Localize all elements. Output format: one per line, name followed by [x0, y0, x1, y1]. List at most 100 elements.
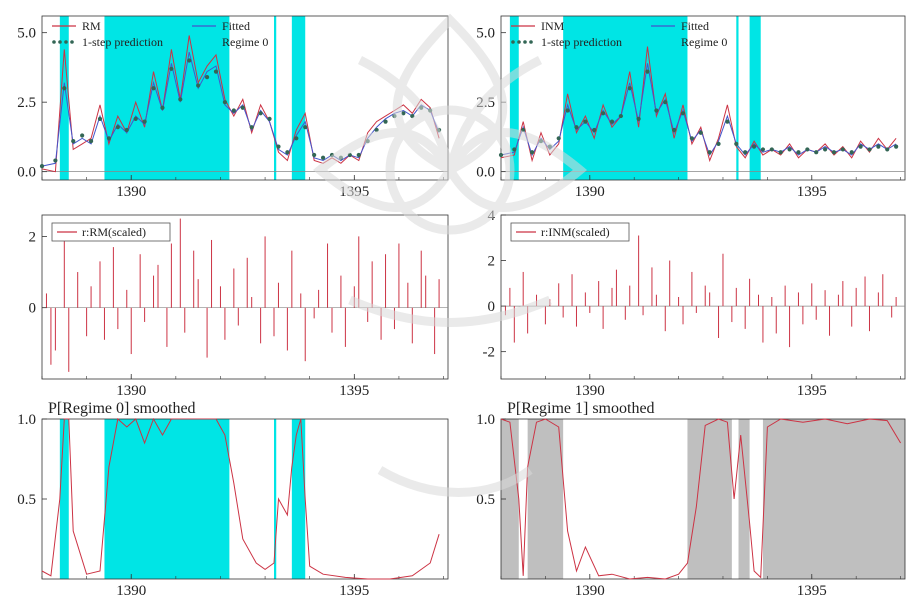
prediction-point [347, 152, 352, 158]
legend-label: r:RM(scaled) [82, 225, 146, 239]
prediction-point [716, 141, 721, 146]
prediction-point [62, 86, 67, 91]
legend-label: Fitted [681, 19, 709, 33]
prediction-point [133, 116, 138, 121]
prediction-point [654, 108, 659, 113]
prediction-point [213, 69, 219, 74]
regime-band [274, 16, 277, 180]
legend-swatch [517, 40, 521, 44]
x-tick-label: 1390 [116, 583, 146, 599]
legend-label: RM [82, 19, 101, 33]
chart-rm_fit: 0.0 2.5 5.0 1390 1395 RM Fitted 1-step predicti… [17, 15, 449, 200]
series-line-fitted [500, 63, 897, 157]
prediction-point [294, 136, 299, 141]
probability-line [41, 417, 440, 580]
prediction-point [71, 138, 76, 144]
x-tick-label: 1395 [339, 583, 369, 599]
x-tick-label: 1395 [339, 383, 369, 399]
legend-label: 1-step prediction [82, 35, 163, 49]
prediction-point [88, 138, 94, 144]
prediction-point [53, 158, 58, 163]
x-tick-label: 1390 [116, 383, 146, 399]
legend-label: Regime 0 [222, 35, 268, 49]
y-tick-label: 2 [29, 229, 37, 245]
prediction-point [383, 119, 388, 124]
chart-rm_resid: 0 2 1390 1395 r:RM(scaled) [29, 214, 449, 399]
prediction-point [636, 116, 641, 121]
prediction-point [787, 147, 792, 152]
y-tick-label: 2 [488, 254, 496, 270]
prediction-point [231, 108, 236, 113]
regime-band [291, 16, 306, 180]
regime-band [274, 419, 277, 579]
prediction-point [276, 144, 281, 149]
prediction-point [760, 147, 766, 152]
y-tick-label: -2 [483, 345, 496, 361]
prediction-point [374, 127, 379, 133]
prediction-point [160, 105, 165, 110]
prediction-point [521, 127, 526, 133]
prediction-point [849, 150, 854, 155]
prediction-point [151, 86, 156, 91]
prediction-point [805, 147, 810, 152]
legend-swatch [511, 40, 515, 44]
prediction-point [410, 113, 415, 119]
y-tick-label: 5.0 [17, 26, 36, 42]
y-tick-label: 5.0 [476, 26, 495, 42]
prediction-point [115, 125, 120, 130]
chart-p_regime1: 0.5 1.0 1390 1395 P[Regime 1] smoothed [476, 400, 906, 599]
prediction-point [249, 125, 254, 130]
regime-band [749, 16, 761, 180]
regime-band [59, 16, 69, 180]
prediction-point [338, 155, 344, 160]
prediction-point [498, 152, 504, 158]
prediction-point [885, 147, 890, 152]
regime-band [687, 419, 732, 579]
legend-swatch [529, 40, 533, 44]
prediction-point [734, 141, 739, 146]
prediction-point [592, 127, 597, 133]
prediction-point [743, 150, 748, 155]
y-tick-label: 0 [488, 299, 496, 315]
regime-band [291, 419, 306, 579]
prediction-point [320, 155, 326, 160]
regime-band [738, 419, 750, 579]
prediction-point [618, 113, 623, 119]
prediction-point [419, 105, 424, 110]
prediction-point [204, 75, 210, 80]
prediction-point [512, 147, 517, 152]
x-tick-label: 1395 [797, 383, 827, 399]
prediction-point [356, 152, 361, 158]
prediction-point [609, 119, 615, 124]
prediction-point [80, 133, 85, 138]
prediction-point [627, 86, 632, 91]
prediction-point [267, 116, 272, 121]
series-line-fitted [41, 51, 440, 167]
prediction-point [751, 144, 757, 149]
legend-label: 1-step prediction [541, 35, 622, 49]
prediction-point [672, 127, 677, 133]
y-tick-label: 0.0 [476, 165, 495, 181]
prediction-point [529, 150, 535, 155]
chart-title: P[Regime 0] smoothed [48, 400, 196, 417]
prediction-point [258, 111, 263, 116]
prediction-point [840, 147, 845, 152]
prediction-point [574, 125, 579, 130]
prediction-point [645, 69, 650, 74]
prediction-point [303, 125, 308, 130]
prediction-point [169, 66, 174, 71]
y-tick-label: 0.5 [476, 492, 495, 508]
prediction-point [39, 164, 45, 169]
prediction-point [796, 150, 801, 155]
prediction-point [222, 100, 228, 105]
prediction-point [196, 83, 201, 88]
prediction-point [867, 147, 872, 152]
prediction-point [663, 100, 668, 105]
x-tick-label: 1390 [575, 583, 605, 599]
prediction-point [894, 144, 899, 149]
regime-band [736, 16, 739, 180]
prediction-point [698, 130, 703, 135]
chart-inm_resid: -2 0 2 4 1390 1395 r:INM(scaled) [483, 208, 906, 399]
legend-swatch [52, 40, 56, 44]
probability-line [500, 418, 902, 580]
